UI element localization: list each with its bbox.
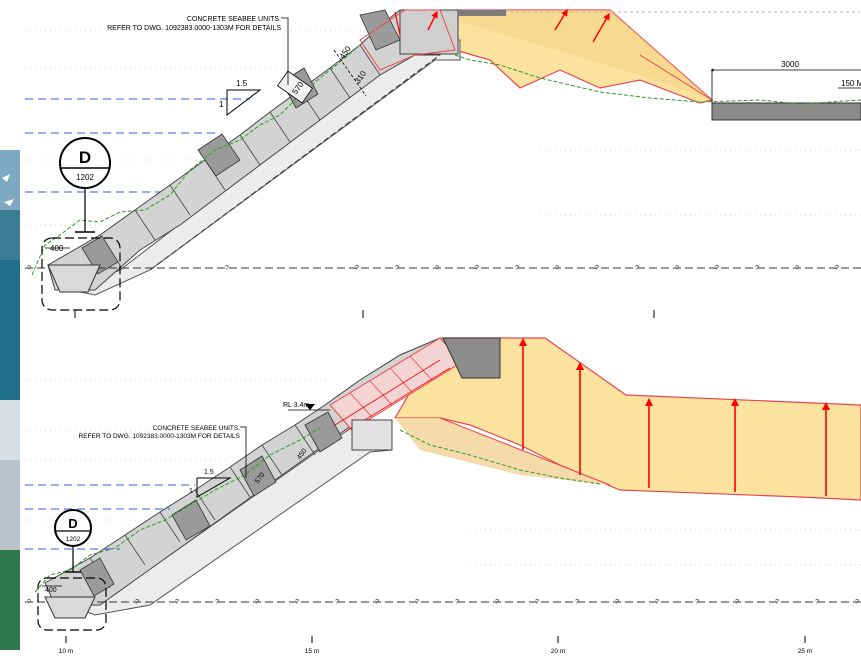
top-slope-indicator: 1.5 1 bbox=[219, 79, 262, 117]
svg-text:?: ? bbox=[775, 599, 779, 606]
svg-text:?: ? bbox=[395, 265, 399, 272]
svg-text:1: 1 bbox=[189, 488, 193, 495]
bottom-rl-label: RL 3.4m bbox=[283, 402, 309, 409]
svg-text:?: ? bbox=[555, 265, 559, 272]
svg-text:?: ? bbox=[575, 599, 579, 606]
svg-text:1.5: 1.5 bbox=[204, 469, 214, 476]
svg-text:?: ? bbox=[135, 599, 139, 606]
top-toe-callout bbox=[41, 237, 121, 311]
bottom-toe-block bbox=[44, 596, 96, 619]
svg-text:?: ? bbox=[375, 599, 379, 606]
svg-text:?: ? bbox=[475, 265, 479, 272]
top-seabed-block bbox=[711, 102, 861, 121]
bottom-water-levels bbox=[25, 484, 195, 550]
scale-tick-15m: 15 m bbox=[305, 648, 319, 655]
top-ground-line bbox=[31, 44, 861, 276]
svg-text:?: ? bbox=[615, 599, 619, 606]
bottom-unknown-marker: ? bbox=[27, 599, 31, 606]
bottom-note-line1: CONCRETE SEABEE UNITS. bbox=[153, 425, 241, 432]
svg-text:?: ? bbox=[715, 265, 719, 272]
bottom-crest-cap bbox=[442, 337, 501, 379]
svg-text:?: ? bbox=[755, 265, 759, 272]
svg-text:?: ? bbox=[455, 599, 459, 606]
svg-text:?: ? bbox=[355, 265, 359, 272]
svg-text:?: ? bbox=[435, 265, 439, 272]
svg-text:?: ? bbox=[225, 265, 229, 272]
svg-text:?: ? bbox=[215, 599, 219, 606]
top-water-levels bbox=[25, 98, 250, 193]
svg-text:?: ? bbox=[795, 265, 799, 272]
svg-text:?: ? bbox=[675, 265, 679, 272]
bottom-detail-sheet: 1202 bbox=[66, 536, 81, 543]
svg-text:?: ? bbox=[855, 599, 859, 606]
bottom-detail-marker: D 1202 bbox=[54, 509, 92, 573]
svg-text:1: 1 bbox=[219, 100, 224, 109]
bottom-toe-callout bbox=[37, 577, 107, 631]
top-detail-sheet: 1202 bbox=[76, 173, 94, 182]
svg-text:1.5: 1.5 bbox=[236, 79, 248, 88]
svg-text:?: ? bbox=[535, 599, 539, 606]
top-note: CONCRETE SEABEE UNITS. REFER TO DWG. 109… bbox=[107, 16, 289, 85]
scale-tick-20m: 20 m bbox=[551, 648, 565, 655]
top-dim-150: 150 M bbox=[841, 79, 861, 88]
bottom-note-line2: REFER TO DWG. 1092383.0000-1303M FOR DET… bbox=[79, 433, 241, 440]
top-fill-shoulder bbox=[455, 10, 712, 100]
top-note-line2: REFER TO DWG. 1092383.0000-1303M FOR DET… bbox=[107, 25, 281, 32]
svg-text:?: ? bbox=[815, 599, 819, 606]
svg-text:?: ? bbox=[335, 599, 339, 606]
svg-text:?: ? bbox=[735, 599, 739, 606]
svg-text:?: ? bbox=[495, 599, 499, 606]
top-detail-letter: D bbox=[79, 148, 91, 167]
bottom-slope-indicator: 1.5 1 bbox=[189, 469, 232, 498]
top-toe-block bbox=[47, 264, 101, 293]
svg-text:?: ? bbox=[695, 599, 699, 606]
top-arrow-2 bbox=[592, 12, 610, 43]
svg-text:?: ? bbox=[515, 265, 519, 272]
svg-text:?: ? bbox=[595, 265, 599, 272]
top-dim-3000: 3000 bbox=[781, 60, 799, 69]
scale-tick-25m: 25 m bbox=[798, 648, 812, 655]
bottom-arrows bbox=[519, 338, 830, 496]
top-note-line1: CONCRETE SEABEE UNITS. bbox=[187, 16, 281, 23]
top-arrow-crest bbox=[427, 10, 438, 31]
svg-text:?: ? bbox=[175, 599, 179, 606]
bottom-toe-width: 400 bbox=[45, 587, 57, 594]
bottom-rl-marker: RL 3.4m bbox=[283, 402, 330, 411]
svg-text:?: ? bbox=[295, 599, 299, 606]
bottom-section: RL 3.4m ? ? ? ? ? ? ? ? ? bbox=[25, 337, 861, 631]
top-detail-marker: D 1202 bbox=[59, 137, 111, 233]
svg-text:?: ? bbox=[835, 265, 839, 272]
bottom-note: CONCRETE SEABEE UNITS. REFER TO DWG. 109… bbox=[79, 425, 247, 478]
background-photo-strip bbox=[0, 150, 20, 650]
svg-text:?: ? bbox=[635, 265, 639, 272]
scale-bar: 10 m 15 m 20 m 25 m bbox=[59, 636, 812, 655]
svg-text:?: ? bbox=[255, 599, 259, 606]
top-section: 3000 150 M ? ? ? ? ? ? ? bbox=[25, 9, 861, 318]
scale-tick-10m: 10 m bbox=[59, 648, 73, 655]
top-arrow-1 bbox=[554, 9, 568, 31]
bottom-detail-letter: D bbox=[68, 516, 77, 531]
top-unknown-marker: ? bbox=[27, 265, 31, 272]
svg-text:?: ? bbox=[415, 599, 419, 606]
svg-text:?: ? bbox=[655, 599, 659, 606]
top-toe-width: 400 bbox=[50, 244, 64, 253]
bottom-ground-line bbox=[34, 427, 601, 593]
